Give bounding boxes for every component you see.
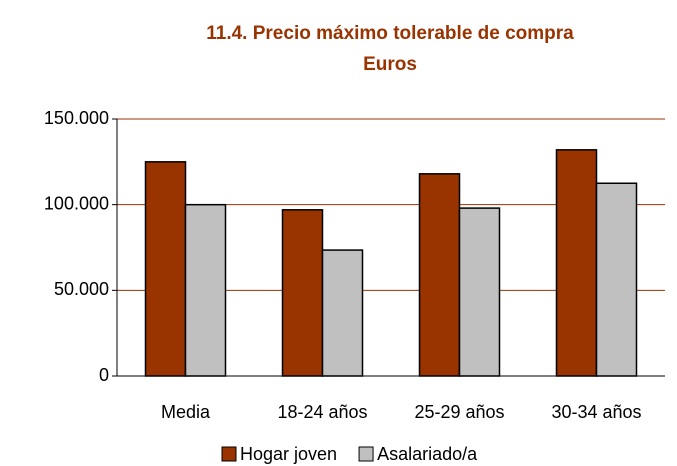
bar — [281, 209, 324, 377]
y-tick-label: 150.000 — [44, 108, 109, 128]
bar — [595, 182, 638, 377]
bar — [418, 173, 461, 377]
legend-swatch — [358, 446, 374, 462]
x-tick-label: 25-29 años — [414, 402, 504, 422]
x-tick-label: 18-24 años — [277, 402, 367, 422]
x-tick-label: 30-34 años — [551, 402, 641, 422]
bar — [321, 249, 364, 377]
bar — [184, 203, 227, 377]
bar — [144, 161, 187, 377]
bar — [458, 207, 501, 377]
y-tick-label: 100.000 — [44, 193, 109, 213]
legend-label: Asalariado/a — [377, 444, 478, 464]
chart-title: 11.4. Precio máximo tolerable de compra — [206, 23, 574, 44]
x-tick-label: Media — [161, 402, 211, 422]
y-tick-label: 50.000 — [54, 279, 109, 299]
bar — [555, 149, 598, 377]
y-tick-label: 0 — [99, 365, 109, 385]
legend-swatch — [221, 446, 237, 462]
legend-label: Hogar joven — [240, 444, 337, 464]
chart-subtitle: Euros — [363, 54, 417, 75]
